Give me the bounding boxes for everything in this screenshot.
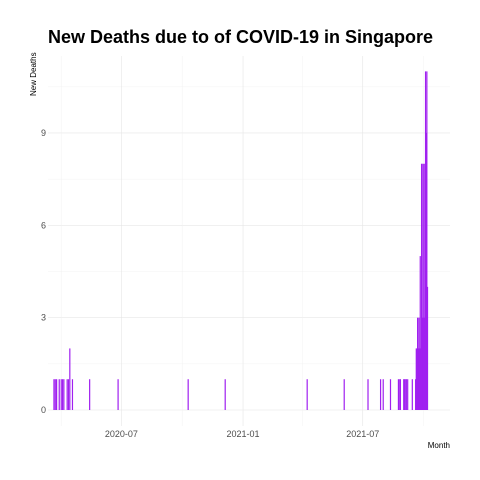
bar [407,379,409,410]
bar [422,163,424,410]
bar [420,348,422,410]
bar [403,379,405,410]
bar [403,379,405,410]
bar [422,317,425,410]
bar [61,379,64,410]
y-tick-label: 3 [41,313,46,323]
bar [63,379,65,410]
y-tick-label: 9 [41,128,46,138]
bar [405,379,407,410]
bar [424,71,427,410]
bar [415,348,417,410]
grid-lines [48,56,450,426]
bar [306,379,308,410]
bar [424,317,426,410]
bar [187,379,189,410]
x-tick-label: 2021-07 [346,429,379,439]
bar [117,379,119,410]
bar [418,317,420,410]
y-tick-label: 6 [41,220,46,230]
bar [53,379,55,410]
bar [423,163,425,410]
bar [416,348,418,410]
bar [367,379,369,410]
x-axis-title: Month [428,441,450,450]
y-axis-title: New Deaths [29,52,38,96]
bar [89,379,91,410]
bar [419,256,421,410]
bar [399,379,401,410]
x-tick-labels: 2020-07 2021-01 2021-07 [105,429,379,439]
bar [60,379,62,410]
bar [417,348,419,410]
chart-title: New Deaths due to of COVID-19 in Singapo… [48,27,433,47]
bar [425,132,427,410]
bars-group [53,71,429,410]
bar [224,379,226,410]
bar [382,379,384,410]
y-tick-labels: 0 3 6 9 [41,128,46,415]
y-tick-label: 0 [41,405,46,415]
bar [420,163,423,410]
bar [397,379,400,410]
bar [58,379,60,410]
bar [399,379,402,410]
bar [426,71,428,410]
bar [54,379,56,410]
bar [69,348,71,410]
x-tick-label: 2021-01 [227,429,260,439]
bar [389,379,392,410]
bar [417,317,419,410]
bar [66,379,68,410]
bar [421,317,423,410]
bar [379,379,382,410]
bar [426,286,429,410]
bar [411,379,413,410]
x-tick-label: 2020-07 [105,429,138,439]
bar [71,379,74,410]
bar [343,379,345,410]
bar [405,379,407,410]
bar [67,379,70,410]
bar [56,379,58,410]
bar [418,348,421,410]
bar [415,379,417,410]
